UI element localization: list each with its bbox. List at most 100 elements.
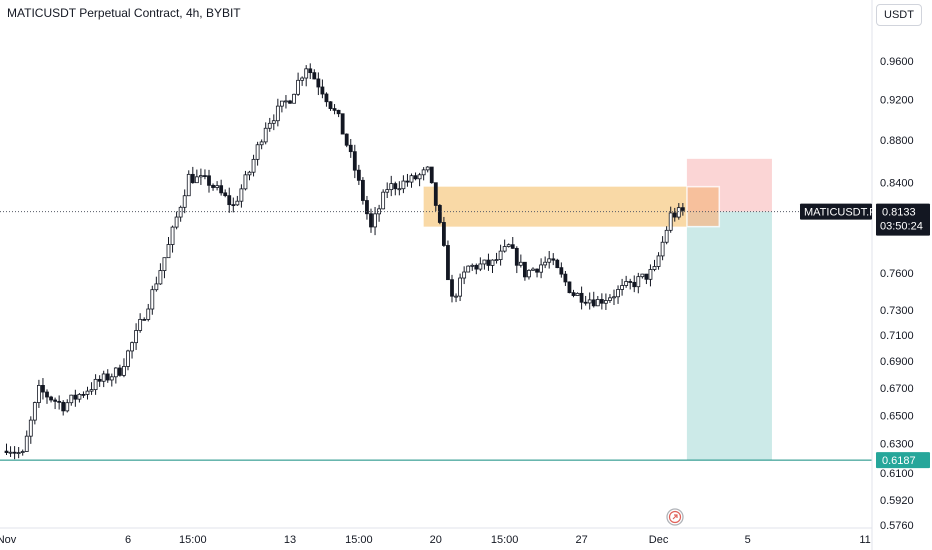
candle-body (567, 281, 572, 294)
candle-body (12, 451, 17, 454)
candle-body (441, 222, 446, 246)
candle-body (527, 269, 531, 278)
candle (45, 389, 49, 404)
candle (454, 293, 458, 303)
candle (174, 211, 179, 230)
candle-body (77, 393, 82, 400)
candle (409, 173, 414, 188)
candle (365, 195, 369, 220)
candle (263, 122, 268, 145)
current-price-tag: 0.8133 (882, 207, 916, 219)
price-tick-label: 0.6500 (880, 410, 914, 422)
candle (551, 253, 556, 266)
candle-body (385, 189, 390, 193)
candle-body (122, 366, 126, 376)
candle-body (498, 250, 503, 260)
candle-body (24, 435, 29, 452)
support-price-tag: 0.6187 (882, 455, 916, 467)
candle-body (275, 105, 280, 122)
candle-body (676, 207, 681, 218)
candle (583, 295, 588, 306)
candle (385, 182, 390, 199)
candle-body (251, 158, 256, 173)
candle-body (227, 195, 232, 206)
candle-body (130, 342, 134, 352)
candle (122, 358, 126, 378)
candle (441, 216, 446, 247)
price-tick-label: 0.8400 (880, 177, 914, 189)
candle-body (344, 133, 349, 146)
candle-body (150, 289, 155, 310)
candle-body (454, 295, 458, 298)
candle-body (336, 109, 341, 115)
candle-body (486, 259, 491, 266)
candle-body (118, 367, 122, 376)
candle-body (425, 166, 430, 171)
candle-body (105, 373, 110, 381)
candle-body (89, 389, 94, 392)
candle-body (190, 173, 195, 184)
candle (417, 172, 422, 187)
chart-title: MATICUSDT Perpetual Contract, 4h, BYBIT (7, 6, 241, 20)
candle-body (547, 258, 552, 263)
candle-body (328, 101, 333, 109)
candle-body (502, 246, 507, 252)
candle-body (267, 122, 272, 129)
candle-body (360, 179, 365, 201)
countdown-tag: 03:50:24 (880, 221, 923, 233)
currency-button[interactable]: USDT (876, 4, 922, 26)
candle (356, 164, 361, 186)
candle-body (211, 184, 215, 188)
candle-body (539, 264, 543, 273)
candle-body (462, 271, 467, 279)
candle-body (377, 208, 382, 215)
candle-body (437, 205, 442, 223)
time-tick-label: Dec (649, 534, 669, 546)
candle-body (142, 318, 147, 321)
candle-body (514, 247, 519, 266)
candle (304, 65, 309, 87)
current-price-tag-bg (876, 203, 930, 236)
candle-body (595, 299, 600, 307)
candle-body (612, 296, 616, 299)
candle (77, 393, 82, 403)
candle (498, 244, 503, 266)
candle (223, 189, 228, 198)
candle (73, 389, 78, 407)
candle-body (320, 86, 325, 95)
candle (433, 182, 438, 212)
candle (470, 263, 475, 271)
candle-body (446, 245, 450, 281)
candle-body (352, 151, 357, 171)
candle-body (255, 144, 260, 160)
candle (575, 292, 580, 296)
candle-body (219, 185, 224, 194)
candle (527, 269, 531, 280)
candle (437, 204, 442, 225)
candle (118, 364, 122, 377)
price-tick-label: 0.6900 (880, 356, 914, 368)
candle-body (401, 180, 406, 190)
candle (251, 154, 256, 177)
candle-body (53, 399, 57, 402)
candle (620, 278, 624, 296)
candle-body (49, 396, 53, 401)
candle (146, 303, 151, 322)
candle (587, 292, 592, 310)
candle-body (41, 385, 45, 393)
candle (61, 400, 66, 416)
candle-body (482, 259, 487, 265)
candle (413, 172, 418, 181)
candle-body (413, 175, 418, 180)
candle-body (138, 318, 143, 331)
candle (53, 397, 57, 410)
price-tags: MATICUSDT.P 0.8133 03:50:24 0.6187 (800, 203, 930, 469)
candle (41, 378, 45, 400)
candle-body (271, 120, 276, 124)
candle (259, 139, 264, 150)
candle (308, 63, 313, 79)
candle (462, 266, 467, 285)
candle (348, 138, 353, 158)
candle-body (284, 100, 288, 103)
